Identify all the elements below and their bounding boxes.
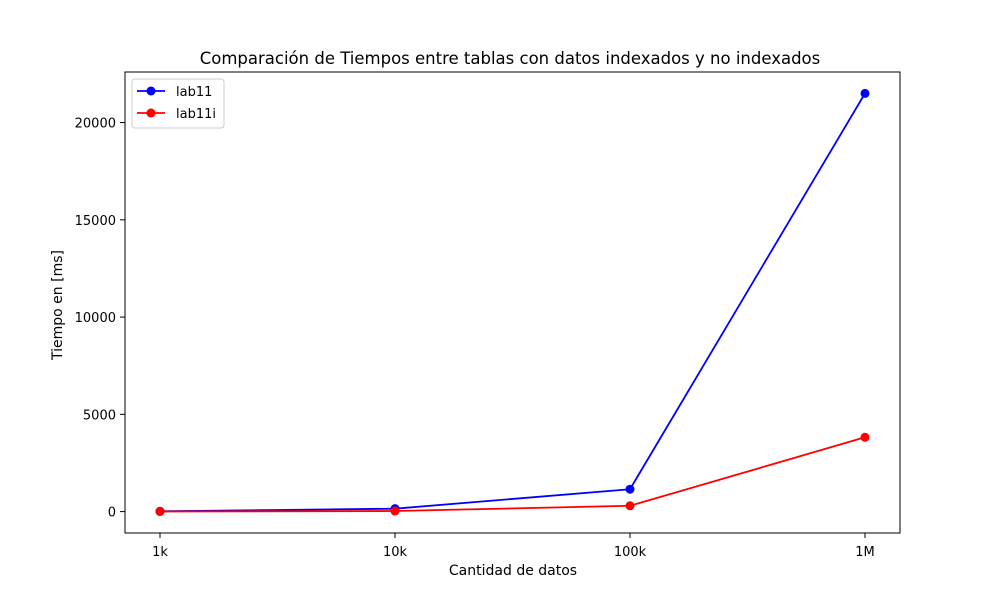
y-tick-label-10000: 10000 <box>75 311 116 326</box>
legend-label-lab11i: lab11i <box>176 107 216 122</box>
x-tick-label-100k: 100k <box>614 545 647 560</box>
x-axis-label: Cantidad de datos <box>449 563 577 579</box>
data-point-lab11i-1M <box>860 432 870 442</box>
legend-label-lab11: lab11 <box>176 85 212 100</box>
y-tick-label-15000: 15000 <box>75 214 116 229</box>
x-tick-label-10k: 10k <box>383 545 408 560</box>
y-tick-label-0: 0 <box>108 506 116 521</box>
chart-title: Comparación de Tiempos entre tablas con … <box>200 49 821 68</box>
series-line-lab11i <box>159 436 866 513</box>
y-tick-label-5000: 5000 <box>83 408 116 423</box>
legend-marker-lab11 <box>146 86 156 96</box>
series-line-lab11 <box>159 92 866 513</box>
data-point-lab11i-10k <box>390 506 400 516</box>
data-point-lab11i-1k <box>155 507 165 517</box>
x-tick-label-1k: 1k <box>152 545 168 560</box>
legend-marker-lab11i <box>146 108 156 118</box>
data-point-lab11i-100k <box>625 501 635 511</box>
axes-frame <box>124 71 901 534</box>
legend: lab11 lab11i <box>131 78 225 129</box>
plot-area: 1k 10k 100k 1M 0 5000 10000 15000 20000 <box>75 71 901 560</box>
data-point-lab11-100k <box>625 484 635 494</box>
x-tick-label-1M: 1M <box>855 545 875 560</box>
data-point-lab11-1M <box>860 88 870 98</box>
y-axis-label: Tiempo en [ms] <box>50 250 66 361</box>
y-tick-label-20000: 20000 <box>75 117 116 132</box>
